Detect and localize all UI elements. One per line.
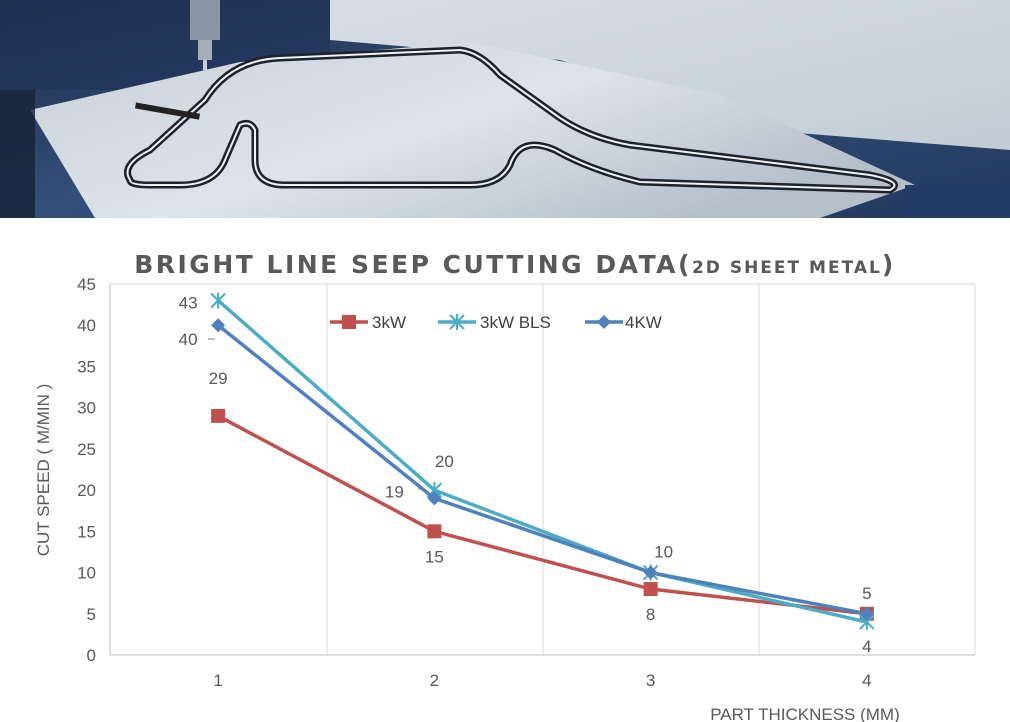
- series-group: [210, 292, 875, 631]
- chart-title-end: ): [882, 250, 896, 279]
- x-axis-label: PART THICKNESS (MM): [710, 705, 900, 722]
- series-4kw: [211, 318, 874, 621]
- data-label: 29: [209, 369, 228, 388]
- data-label: 8: [646, 605, 655, 624]
- data-point-3kw: [211, 408, 226, 423]
- data-label: 40: [179, 330, 198, 349]
- y-axis-label: CUT SPEED ( M/MIN ): [34, 384, 53, 557]
- y-tick-label: 35: [77, 357, 96, 376]
- series-line-3kw: [217, 414, 868, 616]
- y-tick-label: 15: [77, 522, 96, 541]
- data-point-3kw: [427, 524, 442, 539]
- y-tick-label: 20: [77, 481, 96, 500]
- chart-title: BRIGHT LINE SEEP CUTTING DATA(2D SHEET M…: [134, 250, 896, 279]
- data-point-4kw: [643, 565, 658, 580]
- x-tick-label: 2: [430, 671, 439, 690]
- y-tick-label: 10: [77, 564, 96, 583]
- y-tick-label: 5: [87, 605, 96, 624]
- y-tick-label: 25: [77, 440, 96, 459]
- chart-title-main: BRIGHT LINE SEEP CUTTING DATA(: [134, 250, 692, 279]
- data-label: 5: [862, 584, 871, 603]
- legend-marker: [597, 315, 611, 329]
- x-axis-ticks: 1 2 3 4: [213, 671, 871, 690]
- x-tick-label: 3: [646, 671, 655, 690]
- data-point-4kw: [427, 491, 442, 506]
- x-tick-label: 1: [213, 671, 222, 690]
- data-labels: 29 15 8 43 20 4 40 19 10 5: [179, 293, 872, 656]
- data-label: 43: [179, 293, 198, 312]
- data-point-4kw: [211, 318, 226, 333]
- y-axis-ticks: 0 5 10 15 20 25 30 35 40 45: [77, 275, 96, 665]
- data-point-3kw-bls: [210, 292, 226, 309]
- legend-label: 4KW: [625, 313, 662, 332]
- legend-marker: [449, 314, 465, 330]
- data-label: 4: [862, 637, 871, 656]
- y-tick-label: 30: [77, 399, 96, 418]
- x-tick-label: 4: [862, 671, 871, 690]
- data-label: 10: [654, 543, 673, 562]
- data-point-4kw: [859, 606, 874, 621]
- legend: 3kW 3kW BLS 4KW: [330, 313, 662, 332]
- data-point-3kw: [643, 582, 658, 597]
- legend-label: 3kW: [372, 313, 406, 332]
- cutting-speed-line-chart: BRIGHT LINE SEEP CUTTING DATA(2D SHEET M…: [34, 250, 976, 722]
- y-tick-label: 45: [77, 275, 96, 294]
- plot-area: [109, 283, 976, 656]
- data-label: 15: [425, 547, 444, 566]
- legend-item-3kw-bls: 3kW BLS: [438, 313, 551, 332]
- data-label: 20: [435, 452, 454, 471]
- data-label: 19: [385, 482, 404, 501]
- chart-title-small: 2D SHEET METAL: [692, 258, 882, 278]
- series-line-3kw-bls: [216, 299, 868, 624]
- legend-item-4kw: 4KW: [585, 313, 662, 332]
- series-line-4kw: [217, 323, 868, 616]
- y-tick-label: 0: [87, 646, 96, 665]
- legend-label: 3kW BLS: [480, 313, 551, 332]
- y-tick-label: 40: [77, 316, 96, 335]
- legend-marker: [342, 315, 356, 329]
- legend-item-3kw: 3kW: [330, 313, 406, 332]
- laser-cut-sheet-metal-photo: [0, 0, 1010, 218]
